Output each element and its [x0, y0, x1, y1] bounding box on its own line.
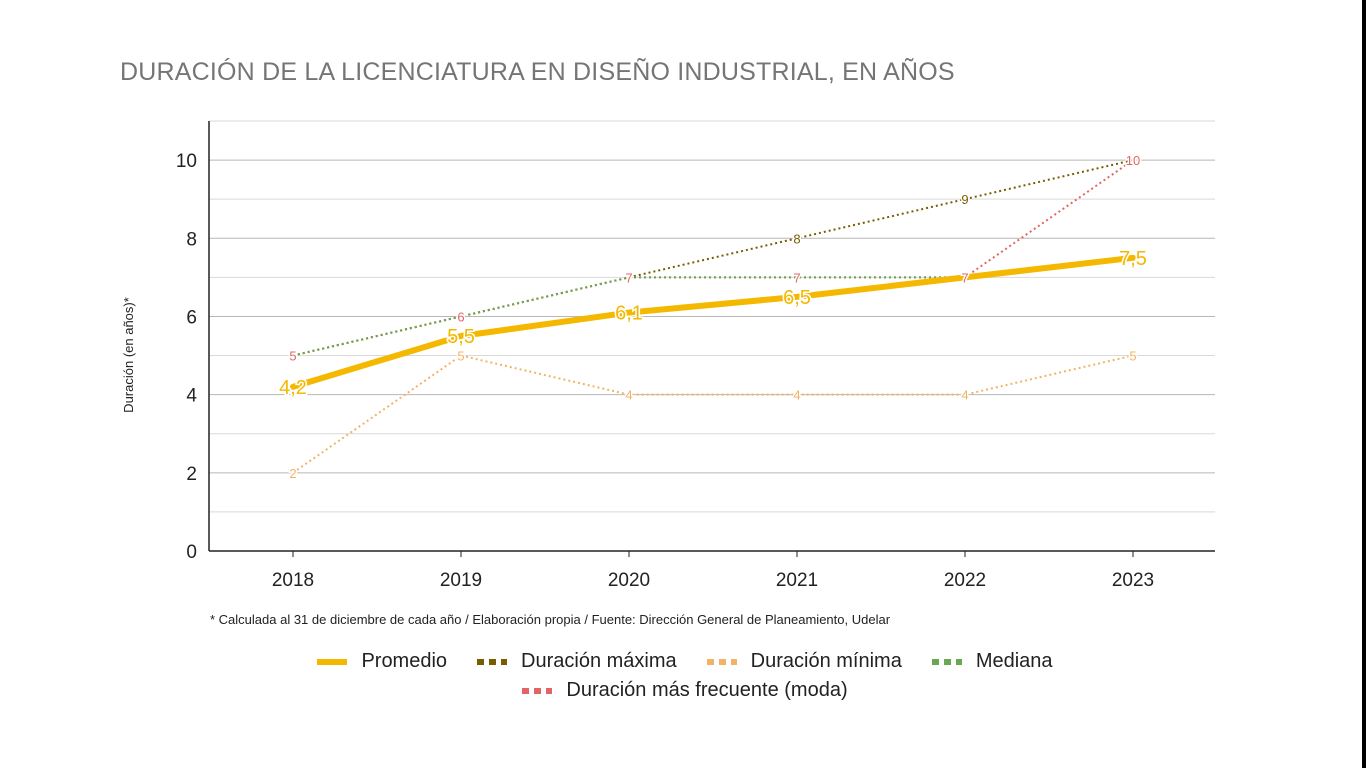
- data-label: 4: [625, 388, 632, 403]
- y-axis-label: Duración (en años)*: [121, 297, 136, 413]
- y-tick-label: 10: [176, 151, 197, 172]
- series-line: [292, 354, 1134, 474]
- x-tick-label: 2019: [440, 570, 482, 591]
- legend-item: Promedio: [317, 650, 447, 673]
- data-label: 4: [961, 388, 968, 403]
- chart-legend: Promedio Duración máxima Duración mínima Me…: [0, 650, 1366, 702]
- data-label: 7: [793, 270, 800, 285]
- y-tick-label: 4: [186, 386, 197, 407]
- legend-row: Duración más frecuente (moda): [518, 679, 848, 702]
- x-tick-label: 2018: [272, 570, 314, 591]
- data-label: 7,5: [1119, 248, 1147, 270]
- legend-item: Duración más frecuente (moda): [522, 679, 848, 702]
- series-line: [290, 254, 1136, 390]
- data-label: 9: [961, 192, 968, 207]
- legend-swatch: [931, 658, 962, 665]
- data-label: 5: [457, 349, 464, 364]
- data-label: 10: [1126, 153, 1140, 168]
- x-tick-label: 2023: [1112, 570, 1154, 591]
- y-tick-label: 2: [186, 464, 197, 485]
- x-tick-label: 2020: [608, 570, 650, 591]
- legend-swatch: [477, 658, 508, 665]
- data-label: 4,2: [279, 377, 307, 399]
- legend-swatch: [522, 687, 553, 694]
- legend-label: Mediana: [975, 650, 1053, 672]
- series-line: [292, 159, 1134, 357]
- x-tick-label: 2022: [944, 570, 986, 591]
- legend-swatch: [317, 658, 348, 665]
- data-label: 4: [793, 388, 800, 403]
- legend-row: Promedio Duración máxima Duración mínima Me…: [313, 650, 1053, 673]
- chart-footnote: * Calculada al 31 de diciembre de cada a…: [210, 612, 891, 627]
- data-label: 5: [289, 349, 296, 364]
- data-label: 6,1: [615, 303, 643, 325]
- legend-label: Duración mínima: [750, 650, 902, 672]
- data-label: 6,5: [783, 287, 811, 309]
- y-tick-label: 0: [186, 542, 197, 563]
- data-label: 8: [793, 231, 800, 246]
- legend-swatch: [706, 658, 737, 665]
- x-tick-label: 2021: [776, 570, 818, 591]
- legend-item: Duración máxima: [477, 650, 677, 673]
- legend-label: Promedio: [361, 650, 448, 672]
- legend-label: Duración más frecuente (moda): [566, 679, 848, 701]
- series-line: [292, 159, 1134, 357]
- data-label: 6: [457, 309, 464, 324]
- legend-item: Mediana: [931, 650, 1053, 673]
- data-label: 5: [1129, 349, 1136, 364]
- legend-label: Duración máxima: [521, 650, 677, 672]
- y-tick-label: 6: [186, 307, 197, 328]
- legend-item: Duración mínima: [706, 650, 902, 673]
- data-label: 2: [289, 466, 296, 481]
- data-label: 7: [625, 270, 632, 285]
- data-label: 7: [961, 270, 968, 285]
- y-tick-label: 8: [186, 229, 197, 250]
- chart-title: DURACIÓN DE LA LICENCIATURA EN DISEÑO IN…: [120, 58, 955, 86]
- window-edge: [1362, 0, 1366, 768]
- data-label: 5,5: [447, 326, 475, 348]
